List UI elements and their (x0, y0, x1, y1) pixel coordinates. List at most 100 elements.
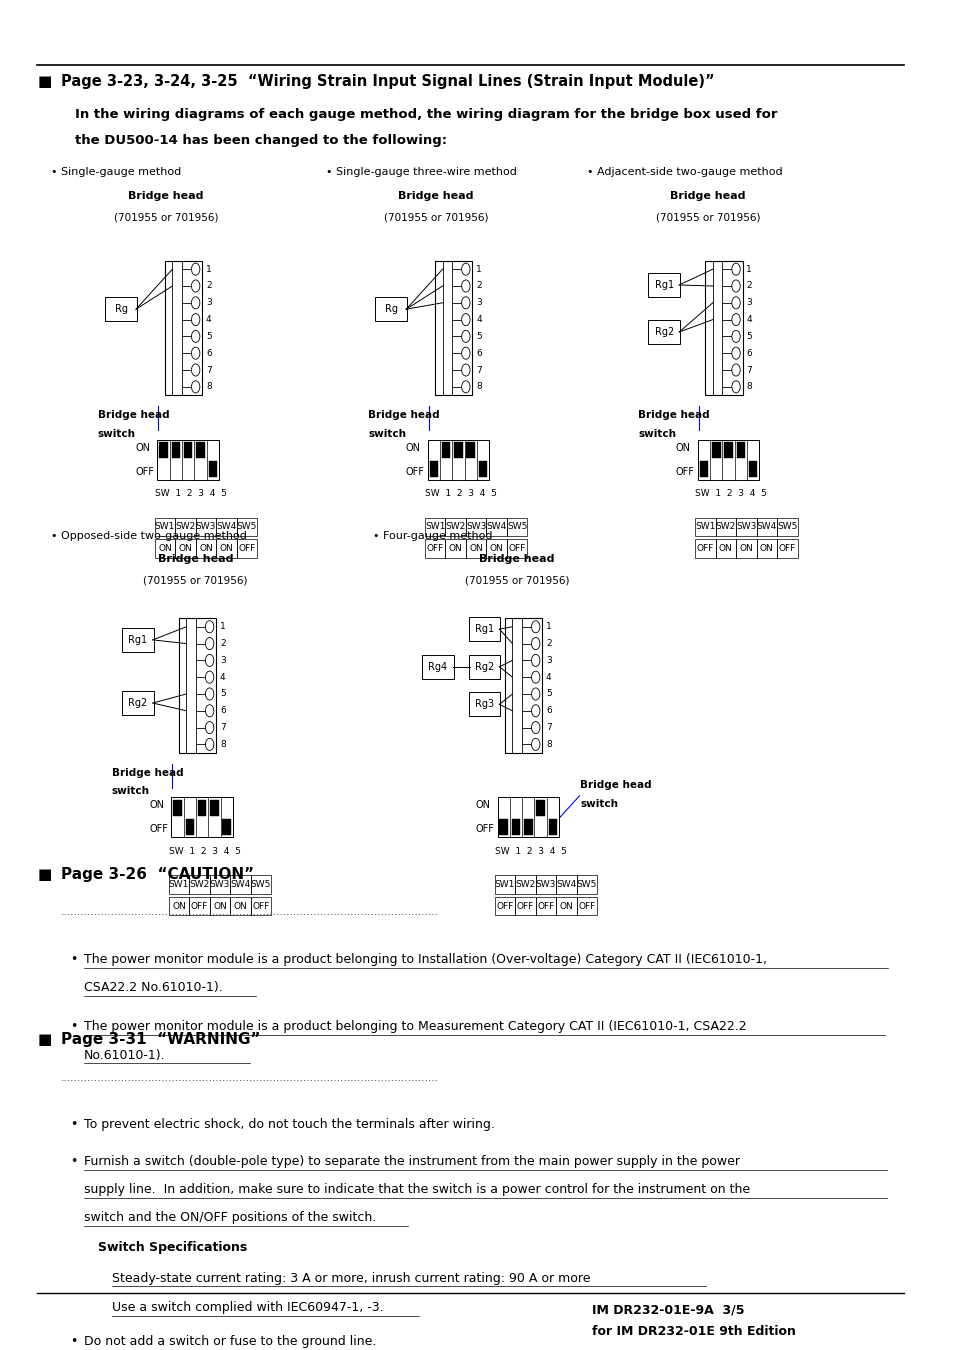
Text: ON: ON (739, 544, 752, 554)
Text: SW3: SW3 (536, 880, 556, 890)
Text: OFF: OFF (675, 467, 694, 477)
Text: switch: switch (638, 429, 676, 439)
Text: ON: ON (158, 544, 172, 554)
Text: Rg: Rg (384, 304, 397, 315)
Text: Rg3: Rg3 (475, 699, 494, 709)
Text: (701955 or 701956): (701955 or 701956) (383, 212, 488, 223)
Text: Rg1: Rg1 (129, 634, 148, 645)
Text: Page 3-31  “WARNING”: Page 3-31 “WARNING” (60, 1033, 260, 1048)
Text: ON: ON (559, 902, 573, 910)
Text: ON: ON (469, 544, 482, 554)
Text: 3: 3 (545, 656, 551, 666)
Text: SW5: SW5 (236, 522, 256, 532)
Text: SW  1  2  3  4  5: SW 1 2 3 4 5 (169, 846, 240, 856)
Text: Rg: Rg (114, 304, 128, 315)
Text: Use a switch complied with IEC60947-1, -3.: Use a switch complied with IEC60947-1, -… (112, 1301, 383, 1315)
Text: •: • (70, 1021, 77, 1033)
Text: ■: ■ (37, 1033, 51, 1048)
Text: SW1: SW1 (695, 522, 715, 532)
Bar (699, 462, 707, 477)
Text: SW2: SW2 (515, 880, 535, 890)
Text: Bridge head: Bridge head (478, 554, 555, 564)
Text: OFF: OFF (696, 544, 713, 554)
Text: Rg1: Rg1 (654, 279, 673, 290)
Polygon shape (704, 261, 741, 396)
Polygon shape (179, 618, 216, 753)
Text: Furnish a switch (double-pole type) to separate the instrument from the main pow: Furnish a switch (double-pole type) to s… (84, 1154, 740, 1168)
Bar (184, 443, 193, 459)
Text: SW1: SW1 (424, 522, 445, 532)
Text: SW5: SW5 (251, 880, 271, 890)
Text: • Opposed-side two-gauge method: • Opposed-side two-gauge method (51, 531, 247, 541)
Text: CSA22.2 No.61010-1).: CSA22.2 No.61010-1). (84, 981, 222, 995)
Text: 1: 1 (545, 622, 551, 632)
Bar (523, 818, 532, 834)
Text: OFF: OFF (517, 902, 534, 910)
Bar (454, 443, 462, 459)
Text: 6: 6 (476, 348, 481, 358)
Text: •: • (70, 1118, 77, 1131)
Bar (196, 443, 205, 459)
Bar (172, 443, 180, 459)
Text: OFF: OFF (475, 825, 494, 834)
Text: SW  1  2  3  4  5: SW 1 2 3 4 5 (495, 846, 566, 856)
Text: Page 3-26  “CAUTION”: Page 3-26 “CAUTION” (60, 867, 253, 882)
Text: 1: 1 (206, 265, 212, 274)
Text: 3: 3 (476, 298, 481, 308)
Text: for IM DR232-01E 9th Edition: for IM DR232-01E 9th Edition (591, 1326, 795, 1338)
Text: 6: 6 (219, 706, 226, 716)
Text: OFF: OFF (405, 467, 424, 477)
Text: SW3: SW3 (195, 522, 216, 532)
Text: 1: 1 (745, 265, 751, 274)
Text: SW1: SW1 (169, 880, 189, 890)
Text: 2: 2 (745, 282, 751, 290)
Text: ON: ON (149, 801, 164, 810)
Text: • Adjacent-side two-gauge method: • Adjacent-side two-gauge method (586, 166, 781, 177)
Text: 5: 5 (219, 690, 226, 698)
Bar (466, 443, 475, 459)
Text: 8: 8 (476, 382, 481, 391)
Text: OFF: OFF (537, 902, 554, 910)
Text: SW5: SW5 (777, 522, 797, 532)
Text: ON: ON (475, 801, 490, 810)
Text: ON: ON (213, 902, 227, 910)
FancyBboxPatch shape (648, 320, 679, 344)
Text: SW  1  2  3  4  5: SW 1 2 3 4 5 (154, 489, 226, 498)
Text: OFF: OFF (135, 467, 153, 477)
Text: 2: 2 (545, 639, 551, 648)
Text: • Single-gauge three-wire method: • Single-gauge three-wire method (326, 166, 517, 177)
Text: ■: ■ (37, 74, 51, 89)
Bar (478, 462, 487, 477)
Bar (222, 818, 231, 834)
Text: (701955 or 701956): (701955 or 701956) (655, 212, 760, 223)
Bar (723, 443, 732, 459)
Bar (429, 462, 437, 477)
Text: To prevent electric shock, do not touch the terminals after wiring.: To prevent electric shock, do not touch … (84, 1118, 495, 1131)
Text: OFF: OFF (191, 902, 208, 910)
Text: • Single-gauge method: • Single-gauge method (51, 166, 181, 177)
Text: ON: ON (135, 443, 150, 452)
Text: ON: ON (719, 544, 732, 554)
FancyBboxPatch shape (375, 297, 407, 321)
Text: Do not add a switch or fuse to the ground line.: Do not add a switch or fuse to the groun… (84, 1335, 375, 1347)
Polygon shape (165, 261, 202, 396)
Text: Rg2: Rg2 (654, 327, 673, 338)
Text: 3: 3 (219, 656, 226, 666)
Text: SW3: SW3 (465, 522, 486, 532)
Text: •: • (70, 1154, 77, 1168)
Text: 6: 6 (545, 706, 551, 716)
Text: Bridge head: Bridge head (397, 190, 474, 201)
Text: Bridge head: Bridge head (368, 410, 439, 420)
Text: 4: 4 (745, 315, 751, 324)
Text: •: • (70, 953, 77, 967)
Text: ON: ON (172, 902, 186, 910)
Text: ON: ON (675, 443, 690, 452)
Bar (548, 818, 557, 834)
Text: 8: 8 (545, 740, 551, 749)
Bar (197, 799, 206, 815)
Text: SW1: SW1 (154, 522, 175, 532)
Text: • Four-gauge method: • Four-gauge method (373, 531, 492, 541)
Text: 5: 5 (545, 690, 551, 698)
Text: 5: 5 (745, 332, 751, 342)
Text: OFF: OFF (149, 825, 168, 834)
